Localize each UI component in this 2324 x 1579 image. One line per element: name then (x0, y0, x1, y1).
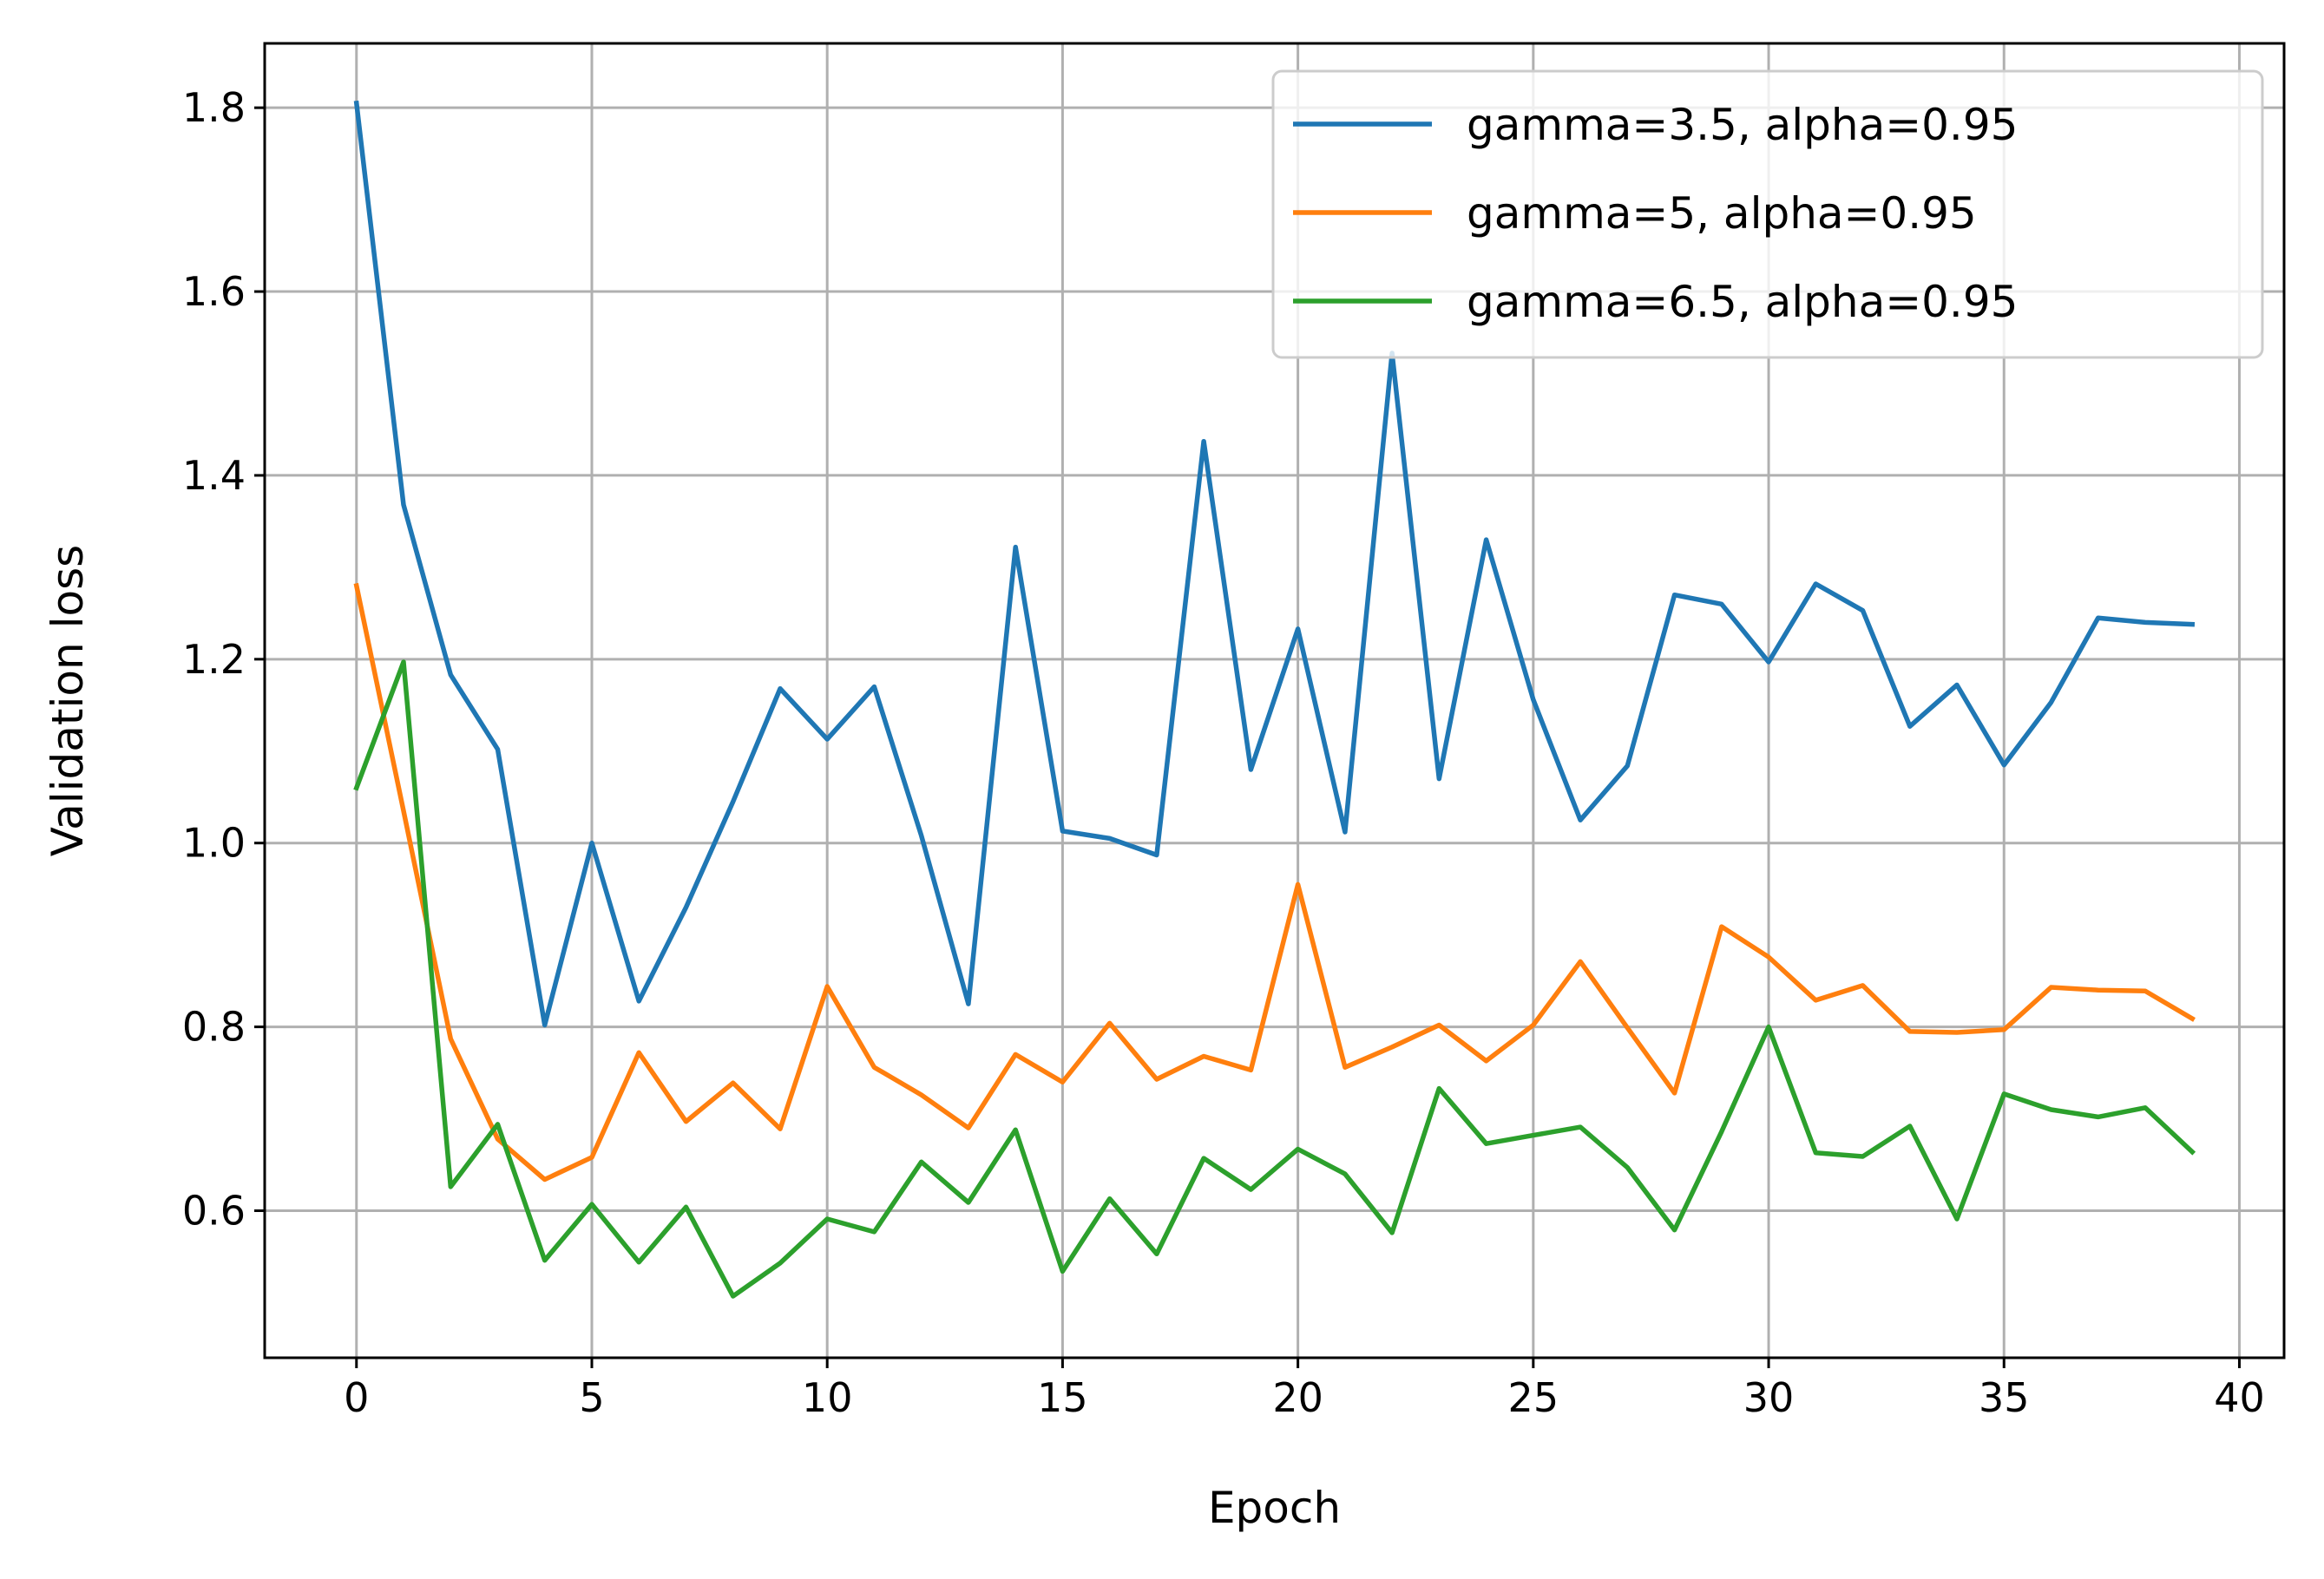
x-tick-label: 20 (1272, 1374, 1323, 1421)
legend: gamma=3.5, alpha=0.95 gamma=5, alpha=0.95… (1271, 69, 2264, 359)
x-axis-label: Epoch (1208, 1483, 1341, 1533)
y-tick-label: 1.0 (182, 820, 246, 867)
y-tick-label: 1.8 (182, 84, 246, 131)
y-tick-label: 0.6 (182, 1187, 246, 1234)
y-tick-label: 1.6 (182, 268, 246, 315)
series-line-1 (353, 100, 2196, 1028)
y-axis-label: Validation loss (43, 545, 93, 856)
legend-entry-label: gamma=6.5, alpha=0.95 (1467, 277, 2018, 327)
legend-box (1271, 69, 2264, 359)
plot-frame (263, 42, 2286, 1360)
series-line-2 (353, 582, 2196, 1183)
x-tick-label: 40 (2214, 1374, 2265, 1421)
series-lines (353, 100, 2196, 1299)
x-tick-label: 30 (1743, 1374, 1795, 1421)
y-tick-label: 0.8 (182, 1004, 246, 1051)
y-tick-label: 1.2 (182, 636, 246, 683)
y-tick-label: 1.4 (182, 452, 246, 499)
x-tick-label: 5 (579, 1374, 604, 1421)
x-tick-label: 25 (1508, 1374, 1559, 1421)
x-tick-label: 35 (1979, 1374, 2030, 1421)
x-tick-label: 15 (1037, 1374, 1088, 1421)
x-tick-label: 0 (344, 1374, 369, 1421)
axis-ticks: 0 5 10 15 20 25 30 35 40 0.6 0.8 1.0 1.2 1.4 1.6 1.8 (182, 84, 2265, 1421)
series-line-3 (353, 659, 2196, 1299)
legend-entry-label: gamma=3.5, alpha=0.95 (1467, 100, 2018, 150)
x-tick-label: 10 (802, 1374, 853, 1421)
legend-entry-label: gamma=5, alpha=0.95 (1467, 188, 1977, 239)
